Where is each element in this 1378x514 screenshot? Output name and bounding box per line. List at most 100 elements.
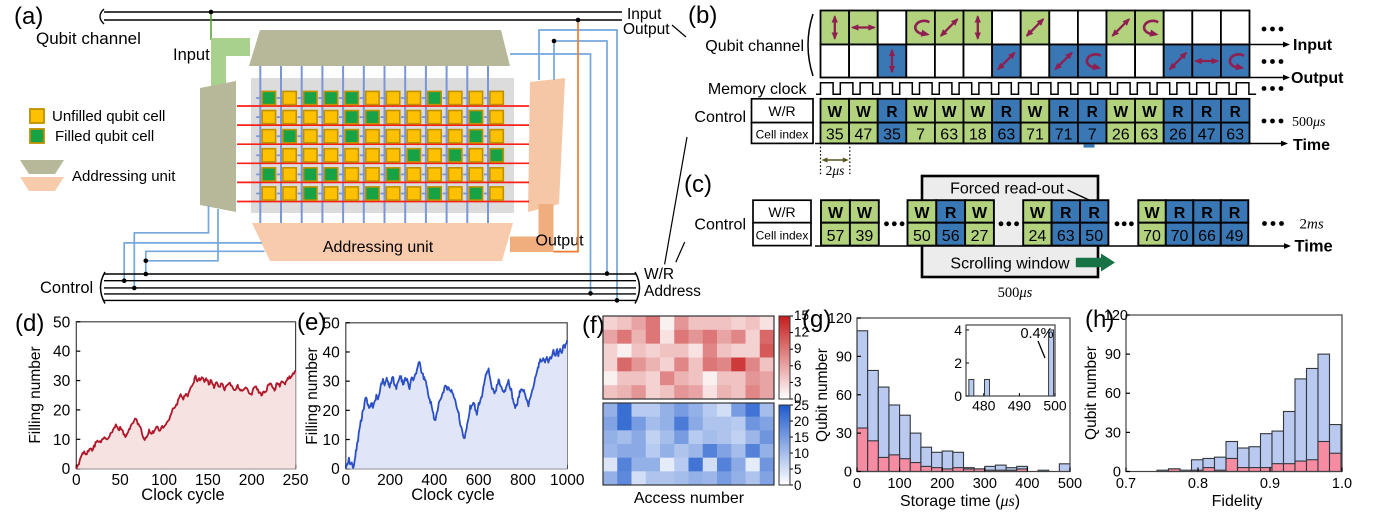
svg-text:(h): (h)	[1085, 306, 1114, 333]
svg-text:W: W	[1030, 205, 1046, 222]
svg-text:35: 35	[883, 127, 901, 144]
svg-text:W: W	[970, 104, 985, 121]
svg-text:(c): (c)	[684, 171, 712, 198]
svg-text:R: R	[1201, 205, 1213, 222]
svg-text:71: 71	[1026, 127, 1044, 144]
svg-text:Cell index: Cell index	[756, 128, 809, 142]
svg-text:30: 30	[323, 374, 341, 391]
svg-text:47: 47	[1198, 127, 1216, 144]
svg-text:7: 7	[1088, 127, 1097, 144]
svg-text:R: R	[1174, 205, 1186, 222]
svg-text:35: 35	[826, 127, 844, 144]
svg-text:20: 20	[53, 402, 71, 419]
svg-text:250: 250	[283, 472, 309, 489]
svg-text:0: 0	[844, 465, 852, 481]
svg-text:Control: Control	[40, 279, 93, 297]
svg-text:1.0: 1.0	[1332, 476, 1352, 492]
svg-text:49: 49	[1226, 228, 1244, 245]
svg-text:9: 9	[794, 341, 802, 356]
svg-text:0: 0	[954, 388, 962, 404]
svg-text:(b): (b)	[688, 2, 717, 29]
svg-text:Filled qubit cell: Filled qubit cell	[55, 128, 154, 145]
svg-text:W/R: W/R	[768, 103, 795, 119]
svg-text:20: 20	[323, 403, 341, 420]
svg-text:70: 70	[1171, 228, 1189, 245]
svg-text:Address: Address	[644, 283, 701, 300]
svg-text:5: 5	[794, 462, 802, 477]
svg-text:50: 50	[1085, 228, 1103, 245]
svg-text:0.7: 0.7	[1116, 476, 1136, 492]
svg-text:0.8: 0.8	[1188, 476, 1208, 492]
svg-text:R: R	[1201, 104, 1212, 121]
svg-text:0.4%: 0.4%	[1020, 326, 1053, 342]
svg-text:Input: Input	[627, 6, 662, 23]
svg-text:26: 26	[1112, 127, 1130, 144]
svg-text:W: W	[913, 104, 928, 121]
svg-text:W: W	[856, 104, 871, 121]
svg-text:Qubit number: Qubit number	[814, 348, 831, 442]
svg-text:0: 0	[853, 476, 861, 492]
svg-text:W: W	[942, 104, 957, 121]
svg-text:50: 50	[112, 472, 130, 489]
svg-text:20: 20	[794, 414, 809, 429]
svg-text:25: 25	[794, 398, 809, 413]
svg-text:Cell index: Cell index	[756, 229, 809, 243]
svg-text:26: 26	[1169, 127, 1187, 144]
svg-text:Control: Control	[694, 217, 746, 234]
svg-text:56: 56	[942, 228, 960, 245]
svg-text:Output: Output	[623, 21, 670, 38]
svg-text:10: 10	[53, 432, 71, 449]
svg-text:70: 70	[1143, 228, 1161, 245]
svg-text:50: 50	[323, 315, 341, 332]
svg-text:Storage time (μs): Storage time (μs)	[900, 493, 1020, 510]
svg-text:(g): (g)	[802, 306, 831, 333]
svg-text:15: 15	[794, 430, 809, 445]
svg-text:30: 30	[836, 426, 852, 442]
svg-text:R: R	[1058, 104, 1069, 121]
svg-text:Filling number: Filling number	[304, 347, 321, 444]
svg-text:800: 800	[510, 472, 536, 489]
svg-text:63: 63	[998, 127, 1016, 144]
svg-text:47: 47	[855, 127, 873, 144]
svg-text:W: W	[827, 104, 842, 121]
svg-text:40: 40	[53, 344, 71, 361]
svg-text:600: 600	[466, 472, 492, 489]
svg-text:W: W	[972, 205, 988, 222]
svg-text:60: 60	[836, 388, 852, 404]
svg-text:90: 90	[1105, 347, 1121, 363]
svg-text:500μs: 500μs	[998, 285, 1033, 301]
svg-text:Addressing unit: Addressing unit	[323, 239, 434, 256]
svg-text:10: 10	[323, 432, 341, 449]
svg-text:R: R	[886, 104, 897, 121]
svg-text:0: 0	[794, 391, 802, 406]
svg-text:120: 120	[828, 311, 852, 327]
svg-text:W: W	[857, 205, 873, 222]
svg-text:4: 4	[954, 322, 962, 338]
svg-text:200: 200	[239, 472, 265, 489]
svg-text:Control: Control	[694, 109, 746, 126]
svg-text:400: 400	[1015, 476, 1039, 492]
svg-text:500: 500	[1043, 398, 1067, 414]
svg-text:27: 27	[971, 228, 989, 245]
svg-text:Clock cycle: Clock cycle	[411, 486, 494, 504]
svg-text:63: 63	[1226, 127, 1244, 144]
svg-text:57: 57	[827, 228, 845, 245]
svg-text:R: R	[1088, 205, 1100, 222]
svg-text:24: 24	[1029, 228, 1047, 245]
svg-text:71: 71	[1055, 127, 1073, 144]
svg-text:Time: Time	[1295, 238, 1333, 256]
svg-text:2μs: 2μs	[826, 163, 845, 178]
svg-text:(a): (a)	[14, 3, 43, 30]
svg-text:W: W	[1142, 104, 1157, 121]
svg-text:6: 6	[794, 358, 802, 373]
svg-text:200: 200	[377, 472, 403, 489]
svg-text:R: R	[945, 205, 957, 222]
svg-text:0: 0	[62, 461, 71, 478]
svg-text:Output: Output	[536, 233, 585, 250]
svg-text:R: R	[1230, 104, 1241, 121]
svg-text:Forced read-out: Forced read-out	[950, 181, 1064, 198]
svg-text:(d): (d)	[15, 310, 44, 337]
svg-text:Input: Input	[173, 46, 210, 64]
svg-text:2: 2	[954, 355, 962, 371]
svg-text:50: 50	[913, 228, 931, 245]
